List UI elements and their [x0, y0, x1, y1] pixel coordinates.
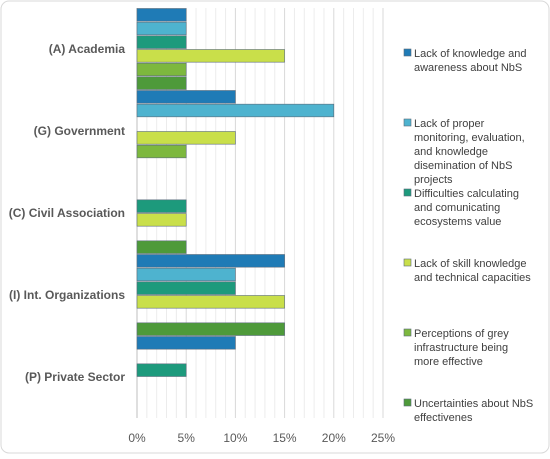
bar — [136, 240, 187, 254]
legend: Lack of knowledge and awareness about NbS… — [403, 48, 533, 424]
bar — [136, 199, 187, 213]
legend-swatch — [403, 118, 412, 127]
legend-label: Lack of skill knowledge and technical cap… — [414, 258, 531, 284]
bar — [136, 254, 285, 268]
category-label: (A) Academia — [49, 42, 126, 56]
legend-item: Uncertainties about NbS effectivenes — [403, 398, 533, 424]
grid-lines — [136, 8, 384, 418]
legend-label: Lack of knowledge and awareness about NbS — [414, 48, 527, 74]
bar — [136, 35, 187, 49]
x-tick-label: 10% — [223, 431, 247, 445]
category-label: (C) Civil Association — [9, 206, 125, 220]
legend-item: Difficulties calculating and comunicating… — [403, 188, 519, 228]
legend-swatch — [403, 398, 412, 407]
bar — [136, 103, 335, 118]
category-label: (G) Government — [34, 124, 125, 138]
bar — [136, 131, 236, 145]
bar — [136, 281, 236, 295]
legend-swatch — [403, 48, 412, 57]
x-tick-labels: 0% 5% 10% 15% 20% 25% — [128, 431, 395, 445]
bar — [136, 62, 187, 77]
category-label: (I) Int. Organizations — [9, 288, 125, 302]
legend-label: Uncertainties about NbS effectivenes — [414, 398, 533, 424]
category-label: (P) Private Sector — [25, 370, 125, 384]
bar — [136, 267, 236, 282]
bar — [136, 76, 187, 90]
legend-item: Lack of knowledge and awareness about NbS — [403, 48, 527, 74]
legend-swatch — [403, 258, 412, 267]
legend-swatch — [403, 188, 412, 197]
x-tick-label: 5% — [178, 431, 196, 445]
legend-label: Lack of proper monitoring, evaluation, and… — [414, 118, 525, 186]
x-tick-label: 20% — [322, 431, 346, 445]
category-labels: (A) Academia (G) Government (C) Civil Asso… — [9, 42, 126, 384]
legend-label: Difficulties calculating and comunicating… — [414, 188, 519, 228]
bar — [136, 144, 187, 159]
bar — [136, 49, 285, 63]
bar — [136, 336, 236, 350]
x-tick-label: 15% — [273, 431, 297, 445]
legend-label: Perceptions of grey infrastructure being m… — [414, 328, 509, 368]
legend-item: Lack of proper monitoring, evaluation, and… — [403, 118, 525, 186]
bar — [136, 295, 285, 309]
bar — [136, 363, 187, 377]
legend-item: Perceptions of grey infrastructure being m… — [403, 328, 509, 368]
x-tick-label: 25% — [371, 431, 395, 445]
bars — [136, 8, 335, 377]
bar — [136, 21, 187, 36]
legend-swatch — [403, 328, 412, 337]
bar — [136, 90, 236, 104]
bar — [136, 322, 285, 336]
legend-item: Lack of skill knowledge and technical cap… — [403, 258, 531, 284]
bar — [136, 213, 187, 227]
bar — [136, 8, 187, 22]
x-tick-label: 0% — [128, 431, 146, 445]
